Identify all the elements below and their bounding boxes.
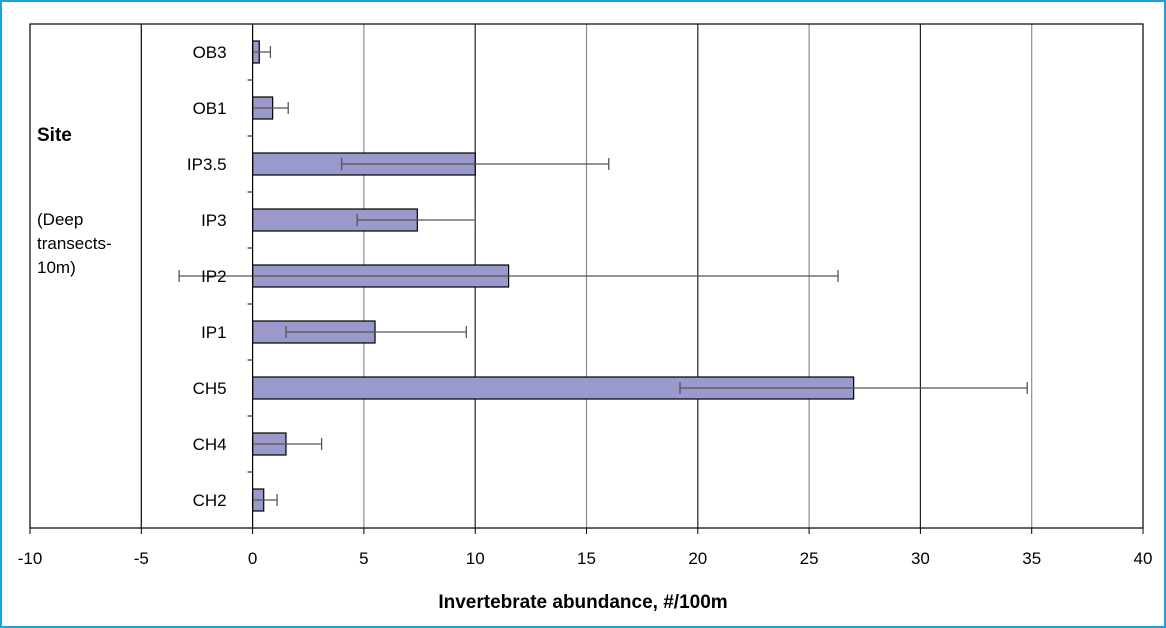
x-tick-label: 0 xyxy=(248,549,257,568)
x-tick-label: 10 xyxy=(466,549,485,568)
category-label-IP1: IP1 xyxy=(201,323,227,342)
x-axis-title: Invertebrate abundance, #/100m xyxy=(438,592,728,613)
axes xyxy=(29,23,1144,534)
category-label-CH4: CH4 xyxy=(193,435,227,454)
x-tick-label: 5 xyxy=(359,549,368,568)
labels: -10 -5 0 5 10 15 20 25 30 35 40 OB3 OB1 IP3.5 IP3 IP2 IP… xyxy=(18,43,1153,568)
category-label-OB1: OB1 xyxy=(193,99,227,118)
y-axis-title: Site xyxy=(37,125,72,146)
category-label-CH5: CH5 xyxy=(193,379,227,398)
category-label-IP2: IP2 xyxy=(201,267,227,286)
x-tick-label: 40 xyxy=(1134,549,1153,568)
category-label-IP3.5: IP3.5 xyxy=(187,155,227,174)
x-tick-label: 15 xyxy=(577,549,596,568)
x-tick-label: -5 xyxy=(134,549,149,568)
category-label-IP3: IP3 xyxy=(201,211,227,230)
error-bars xyxy=(178,46,1028,506)
plot-border xyxy=(29,23,1144,529)
x-tick-label: 20 xyxy=(688,549,707,568)
x-tick-label: -10 xyxy=(18,549,43,568)
x-tick-label: 30 xyxy=(911,549,930,568)
category-label-OB3: OB3 xyxy=(193,43,227,62)
x-tick-label: 25 xyxy=(800,549,819,568)
x-tick-label: 35 xyxy=(1022,549,1041,568)
category-label-CH2: CH2 xyxy=(193,491,227,510)
y-axis-note: (Deep transects-10m) xyxy=(37,210,112,277)
